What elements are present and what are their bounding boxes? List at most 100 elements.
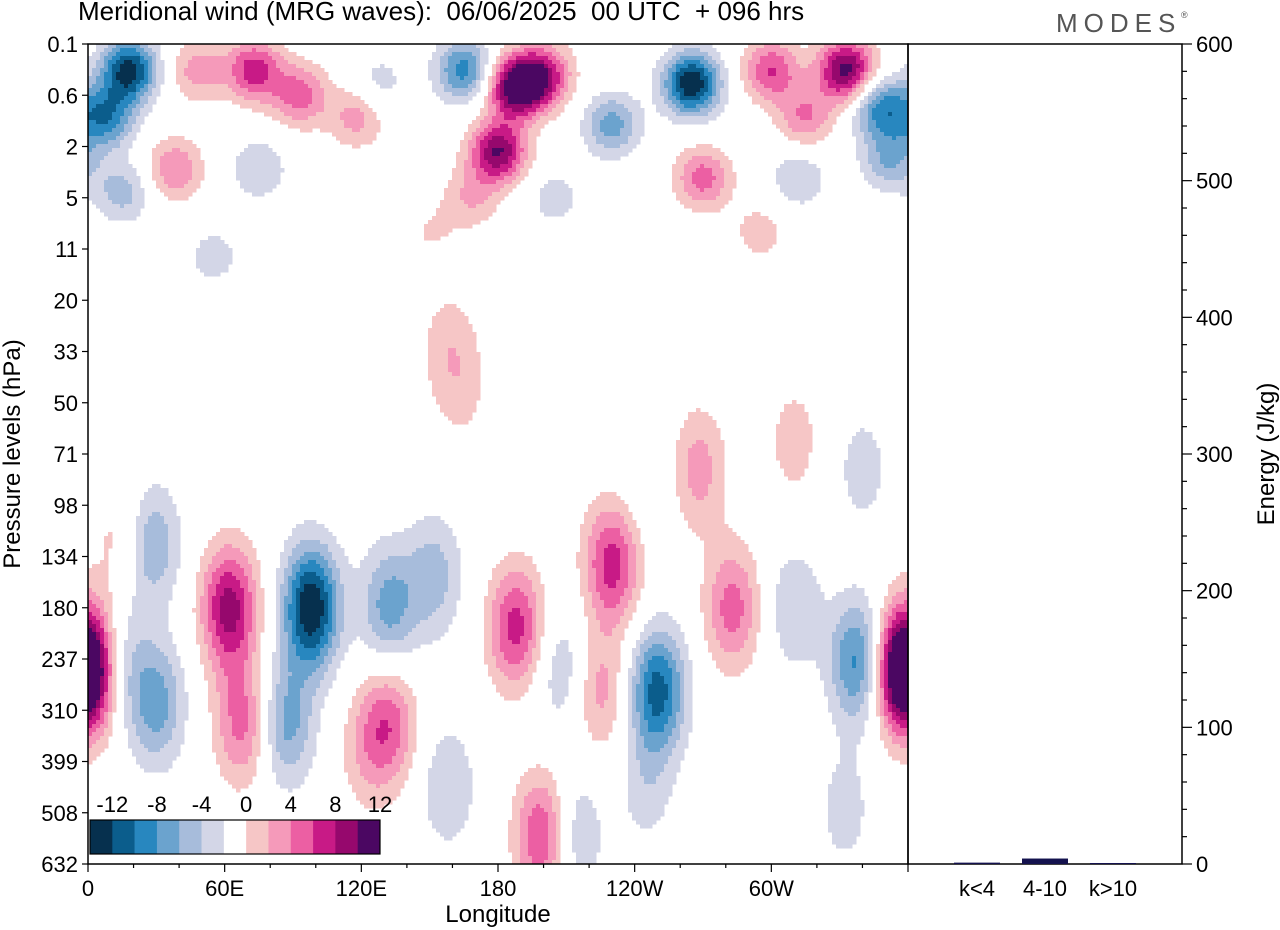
contour-cell xyxy=(252,108,281,113)
contour-cell xyxy=(836,88,841,93)
contour-cell xyxy=(408,748,417,753)
contour-cell xyxy=(752,604,761,609)
contour-cell xyxy=(876,704,881,709)
contour-cell xyxy=(672,76,677,81)
contour-cell xyxy=(248,556,257,561)
contour-cell xyxy=(356,688,373,693)
contour-cell xyxy=(108,632,113,637)
contour-cell xyxy=(196,632,205,637)
contour-cell xyxy=(96,636,101,641)
contour-cell xyxy=(140,712,169,717)
contour-cell xyxy=(532,808,545,813)
contour-cell xyxy=(492,680,533,685)
contour-cell xyxy=(284,624,293,629)
contour-cell xyxy=(372,704,397,709)
contour-cell xyxy=(120,68,137,73)
contour-cell xyxy=(508,836,521,841)
contour-cell xyxy=(108,216,137,221)
contour-cell xyxy=(104,676,109,681)
contour-cell xyxy=(488,76,493,81)
contour-cell xyxy=(892,636,908,641)
contour-cell xyxy=(476,60,481,65)
contour-cell xyxy=(320,640,329,645)
contour-cell xyxy=(868,628,873,633)
contour-cell xyxy=(648,660,669,665)
contour-cell xyxy=(528,112,537,117)
contour-cell xyxy=(288,536,337,541)
contour-cell xyxy=(524,796,553,801)
contour-cell xyxy=(628,804,665,809)
contour-cell xyxy=(532,860,545,864)
contour-cell xyxy=(832,672,841,677)
contour-cell xyxy=(448,72,457,77)
contour-cell xyxy=(740,56,753,61)
contour-cell xyxy=(552,808,561,813)
contour-cell xyxy=(684,148,721,153)
colorbar: -12 -8 -4 0 4 8 12 xyxy=(89,792,392,855)
contour-cell xyxy=(496,56,501,61)
contour-cell xyxy=(332,628,337,633)
contour-cell xyxy=(352,704,361,709)
contour-cell xyxy=(484,116,493,121)
contour-cell xyxy=(88,176,109,181)
contour-cell xyxy=(460,192,493,197)
contour-cell xyxy=(152,72,157,77)
contour-cell xyxy=(124,672,133,677)
contour-cell xyxy=(240,584,249,589)
contour-cell xyxy=(104,720,109,725)
colorbar-swatch xyxy=(134,820,158,854)
contour-cell xyxy=(880,652,885,657)
contour-cell xyxy=(696,104,709,109)
contour-cell xyxy=(808,64,821,69)
contour-cell xyxy=(628,572,637,577)
contour-cell xyxy=(96,44,109,49)
contour-cell xyxy=(408,596,445,601)
contour-cell xyxy=(312,88,325,93)
contour-cell xyxy=(504,52,513,57)
contour-cell xyxy=(404,636,441,641)
contour-cell xyxy=(216,532,245,537)
contour-cell xyxy=(872,92,881,97)
contour-cell xyxy=(600,120,625,125)
contour-cell xyxy=(336,612,345,617)
contour-cell xyxy=(488,112,497,117)
contour-cell xyxy=(384,620,401,625)
contour-cell xyxy=(628,700,633,705)
contour-cell xyxy=(684,424,717,429)
energy-tick-label: 200 xyxy=(1196,579,1233,604)
contour-cell xyxy=(536,632,545,637)
contour-cell xyxy=(248,636,257,641)
contour-cell xyxy=(332,576,341,581)
contour-cell xyxy=(616,544,629,549)
contour-cell xyxy=(496,588,513,593)
contour-cell xyxy=(572,824,601,829)
contour-cell xyxy=(784,472,805,477)
contour-cell xyxy=(876,664,881,669)
contour-cell xyxy=(492,72,497,77)
contour-cell xyxy=(500,92,505,97)
contour-cell xyxy=(888,604,897,609)
contour-cell xyxy=(252,752,261,757)
contour-cell xyxy=(464,172,477,177)
contour-cell xyxy=(152,728,161,733)
contour-cell xyxy=(168,544,181,549)
contour-cell xyxy=(124,704,133,709)
contour-cell xyxy=(600,628,613,633)
contour-cell xyxy=(536,612,545,617)
contour-cell xyxy=(836,844,853,849)
y-tick-label: 180 xyxy=(41,596,78,621)
contour-cell xyxy=(152,148,173,153)
contour-cell xyxy=(712,184,725,189)
contour-cell xyxy=(800,104,813,109)
contour-cell xyxy=(144,552,169,557)
contour-cell xyxy=(576,804,593,809)
contour-cell xyxy=(512,852,521,857)
contour-cell xyxy=(740,72,749,77)
contour-cell xyxy=(492,636,501,641)
contour-cell xyxy=(376,784,381,789)
contour-cell xyxy=(708,52,721,57)
contour-cell xyxy=(252,656,261,661)
contour-cell xyxy=(332,608,337,613)
contour-cell xyxy=(848,452,881,457)
contour-cell xyxy=(864,48,873,53)
